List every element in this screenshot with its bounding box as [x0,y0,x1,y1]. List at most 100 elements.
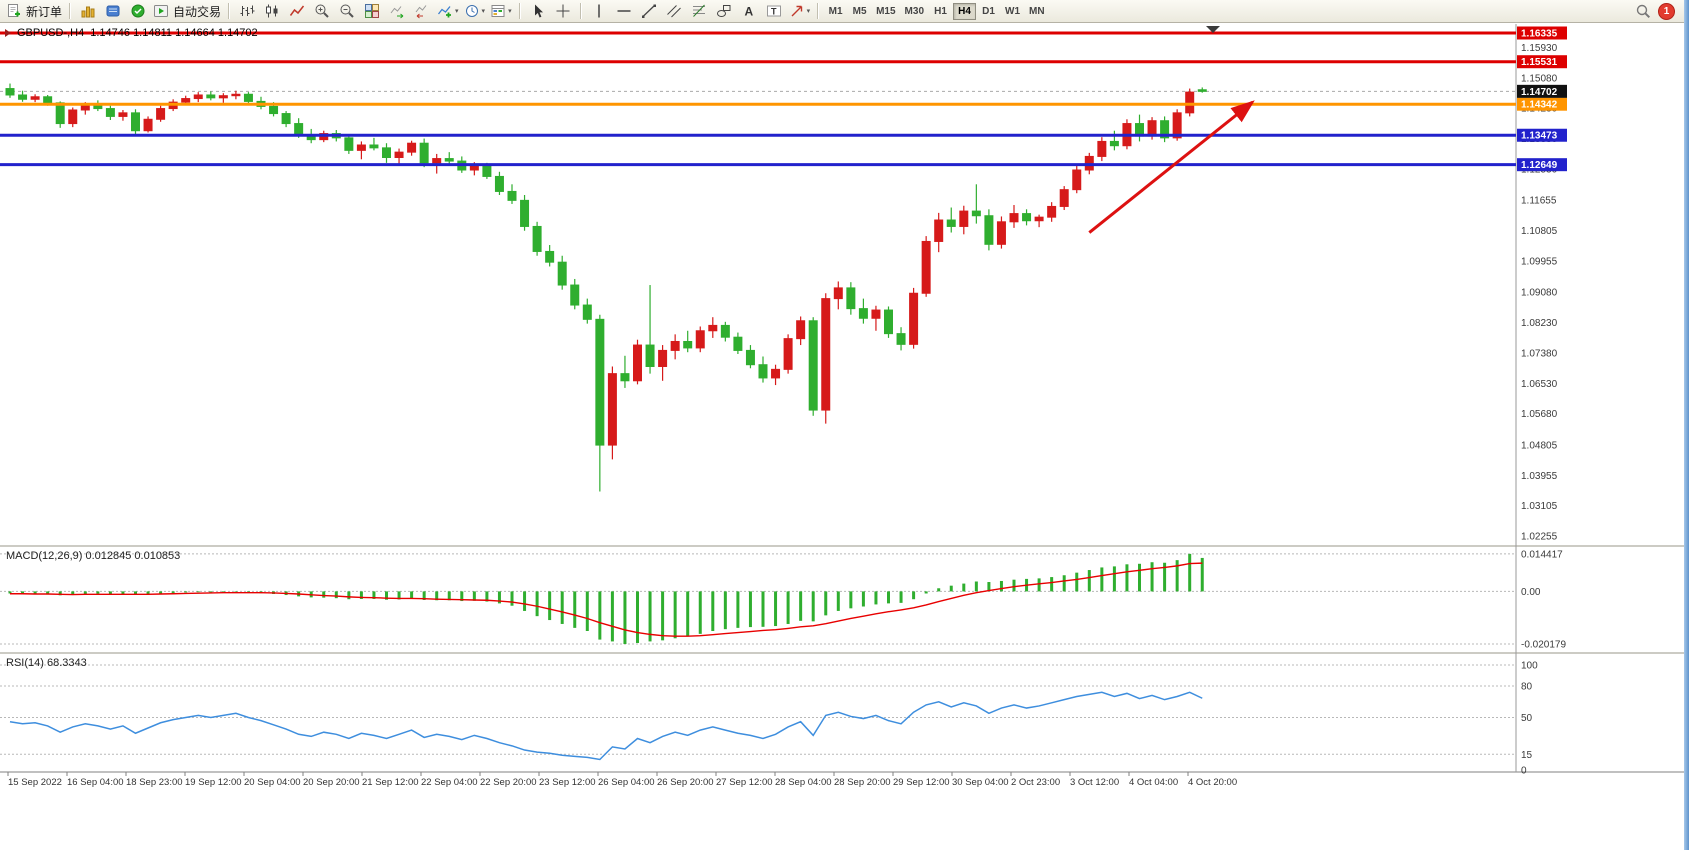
graphic-objects-button[interactable] [712,1,736,22]
time-tick: 18 Sep 23:00 [126,777,183,788]
notification-badge[interactable]: 1 [1658,2,1675,20]
arrows-button[interactable]: ▾ [787,1,813,22]
chevron-down-icon: ▾ [481,8,486,15]
crosshair-button[interactable] [551,1,575,22]
candlestick-chart-icon [266,4,278,18]
price-tick: 1.03105 [1521,501,1558,512]
tf-button-m5[interactable]: M5 [852,5,867,17]
candle [796,316,806,346]
price-line-label-1.16335[interactable]: 1.16335 [1517,26,1567,40]
tf-button-d1[interactable]: D1 [982,5,995,17]
candle [118,109,128,121]
price-line-label-1.14702[interactable]: 1.14702 [1517,84,1567,98]
time-tick: 16 Sep 04:00 [67,777,124,788]
time-tick: 4 Oct 20:00 [1188,777,1237,788]
market-watch-button[interactable] [126,1,150,22]
candle [720,321,730,342]
time-tick: 20 Sep 04:00 [244,777,301,788]
candle [658,345,668,381]
tile-windows-button[interactable] [360,1,384,22]
chart-shift-marker[interactable] [1206,26,1220,33]
vertical-line-icon [597,4,600,18]
equidistant-channel-button[interactable] [662,1,686,22]
tf-button-mn[interactable]: MN [1029,5,1045,17]
periods-button[interactable]: ▾ [462,1,488,22]
svg-text:T: T [771,7,777,17]
text-button[interactable]: A [737,1,761,22]
svg-text:A: A [744,5,753,19]
time-tick: 2 Oct 23:00 [1011,777,1060,788]
indicators-button[interactable]: ▾ [435,1,461,22]
tf-button-h4[interactable]: H4 [953,2,976,20]
candle [745,345,755,369]
new-order-button[interactable]: 新订单 [4,1,64,22]
price-line-label-text: 1.14342 [1521,100,1558,111]
candle [382,143,391,163]
candlestick-chart-button[interactable] [260,1,284,22]
charts-icon [81,6,95,18]
bar-chart-button[interactable] [235,1,259,22]
candle [595,314,605,492]
time-axis: 15 Sep 2022 16 Sep 04:00 18 Sep 23:00 19 Se… [7,772,1237,788]
price-line-label-1.12649[interactable]: 1.12649 [1517,158,1567,172]
templates-button[interactable]: ▾ [488,1,514,22]
candle [1097,137,1107,162]
zoom-in-icon [315,4,329,18]
tf-button-h1[interactable]: H1 [934,5,947,17]
candle [206,91,216,101]
chart-title-ohlc: 1.14746 1.14811 1.14664 1.14702 [90,27,258,39]
price-line-label-text: 1.12649 [1521,160,1558,171]
time-tick: 22 Sep 04:00 [421,777,478,788]
price-line-label-1.13473[interactable]: 1.13473 [1517,128,1567,142]
fibonacci-button[interactable] [687,1,711,22]
candle [708,317,718,338]
horizontal-line-button[interactable] [612,1,636,22]
fibonacci-retracement-icon [692,4,705,17]
time-tick: 28 Sep 04:00 [775,777,832,788]
price-line-label-1.14342[interactable]: 1.14342 [1517,97,1567,111]
candle [105,105,115,120]
zoom-out-button[interactable] [335,1,359,22]
tf-button-m1[interactable]: M1 [828,5,843,17]
price-tick: 1.07380 [1521,348,1558,359]
profiles-button[interactable] [101,1,125,22]
chart-shift-button[interactable] [410,1,434,22]
rsi-scale-tick: 100 [1521,661,1538,672]
candle [1135,114,1144,142]
tf-button-w1[interactable]: W1 [1005,5,1020,17]
text-label-button[interactable]: T [762,1,786,22]
tf-button-m30[interactable]: M30 [904,5,924,17]
trendline-button[interactable] [637,1,661,22]
tf-button-m15[interactable]: M15 [876,5,896,17]
auto-scroll-button[interactable] [385,1,409,22]
new-order-icon [8,4,20,17]
line-chart-button[interactable] [285,1,309,22]
candle [1072,165,1082,194]
time-tick: 15 Sep 2022 [8,777,62,788]
vertical-line-button[interactable] [587,1,611,22]
auto-trading-button[interactable]: 自动交易 [151,1,223,22]
rsi-indicator-label: RSI(14) 68.3343 [6,657,87,669]
candle [156,105,166,122]
trend-arrow[interactable] [1088,100,1255,234]
candle [771,364,781,386]
candle [1022,209,1032,226]
time-tick: 27 Sep 12:00 [716,777,773,788]
chart-shift-icon [415,5,427,19]
graphic-objects-icon [716,5,731,17]
auto-trading-icon [154,5,169,17]
candle [971,184,981,224]
price-line-label-1.15531[interactable]: 1.15531 [1517,55,1567,69]
search-icon[interactable] [1635,3,1651,19]
time-tick: 30 Sep 04:00 [952,777,1009,788]
candle [959,205,969,235]
auto-scroll-icon [390,6,404,19]
candle [921,236,931,297]
toolbar-right-group: 1 [1635,2,1685,20]
zoom-in-button[interactable] [310,1,334,22]
cursor-button[interactable] [526,1,550,22]
chevron-down-icon: ▾ [455,8,459,15]
charts-button[interactable] [76,1,100,22]
auto-trading-label: 自动交易 [173,4,222,19]
